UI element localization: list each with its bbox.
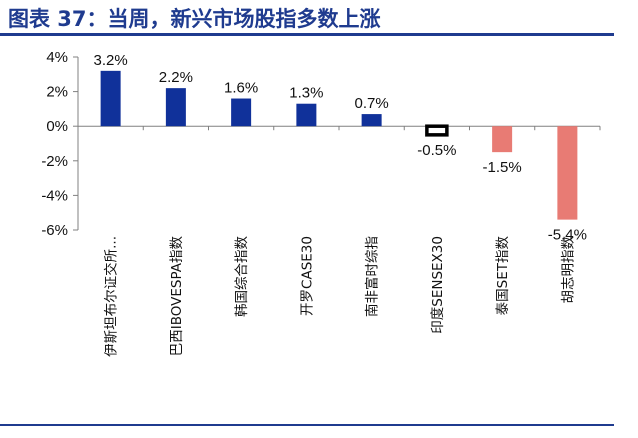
category-label: 伊斯坦布尔证交所... xyxy=(103,236,120,357)
y-tick-label: 0% xyxy=(46,118,68,135)
x-axis xyxy=(77,125,601,131)
bar xyxy=(425,124,449,137)
category-label: 韩国综合指数 xyxy=(234,236,250,317)
bar xyxy=(165,88,186,127)
y-tick-label: -6% xyxy=(41,222,68,239)
title-divider xyxy=(0,33,614,36)
data-label: -0.5% xyxy=(417,142,456,159)
category-label: 泰国SET指数 xyxy=(495,236,511,316)
bar xyxy=(296,103,317,127)
y-tick-label: 4% xyxy=(46,49,68,66)
category-label: 巴西IBOVESPA指数 xyxy=(169,236,185,357)
data-label: 0.7% xyxy=(355,95,389,112)
bar xyxy=(492,126,513,153)
y-tick-label: 2% xyxy=(46,84,68,101)
data-label: 1.6% xyxy=(224,80,258,97)
bars xyxy=(100,70,578,220)
bar xyxy=(557,126,578,220)
category-label: 南非富时综指 xyxy=(364,236,381,317)
data-label: -5.4% xyxy=(548,227,587,244)
figure-title: 图表 37：当周，新兴市场股指多数上涨 xyxy=(8,7,381,31)
y-tick-label: -4% xyxy=(41,187,68,204)
y-axis: 4% 2% 0% -2% -4% -6% xyxy=(41,49,79,239)
bar xyxy=(361,114,382,127)
bar xyxy=(100,70,121,127)
category-label: 胡志明指数 xyxy=(560,236,576,304)
y-tick-label: -2% xyxy=(41,153,68,170)
data-label: 3.2% xyxy=(94,52,128,69)
data-label: 2.2% xyxy=(159,69,193,86)
data-label: 1.3% xyxy=(289,85,323,102)
category-label: 印度SENSEX30 xyxy=(430,236,446,334)
bar xyxy=(231,98,252,127)
data-label: -1.5% xyxy=(483,159,522,176)
data-labels: 3.2% 2.2% 1.6% 1.3% 0.7% -0.5% -1.5% -5.4% xyxy=(94,52,587,244)
category-label: 开罗CASE30 xyxy=(299,236,315,316)
category-labels: 伊斯坦布尔证交所... 巴西IBOVESPA指数 韩国综合指数 开罗CASE30 南非富… xyxy=(103,236,577,357)
footer-divider xyxy=(0,424,614,426)
